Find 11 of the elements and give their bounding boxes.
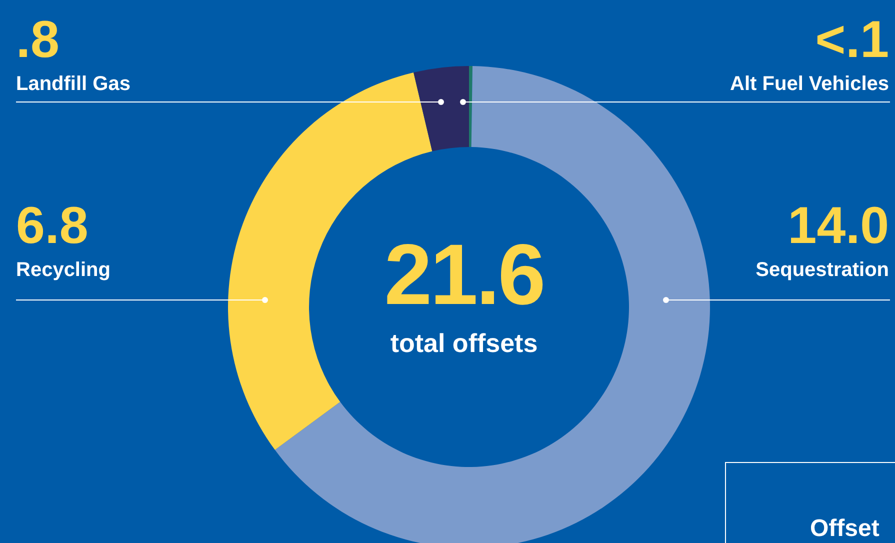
data-label: .8 (16, 11, 60, 69)
text: total offsets (389, 328, 539, 358)
data-label: 6.8 (16, 197, 90, 255)
text: Offset (810, 515, 880, 543)
slice-label: Alt Fuel Vehicles (730, 73, 889, 95)
slice-label: Sequestration (756, 259, 889, 281)
slice-label: Recycling (16, 259, 110, 281)
slice-label: Landfill Gas (16, 73, 130, 95)
data-label: 14.0 (786, 197, 889, 255)
data-label: <.1 (814, 11, 889, 69)
text: 21.6 (383, 227, 545, 323)
